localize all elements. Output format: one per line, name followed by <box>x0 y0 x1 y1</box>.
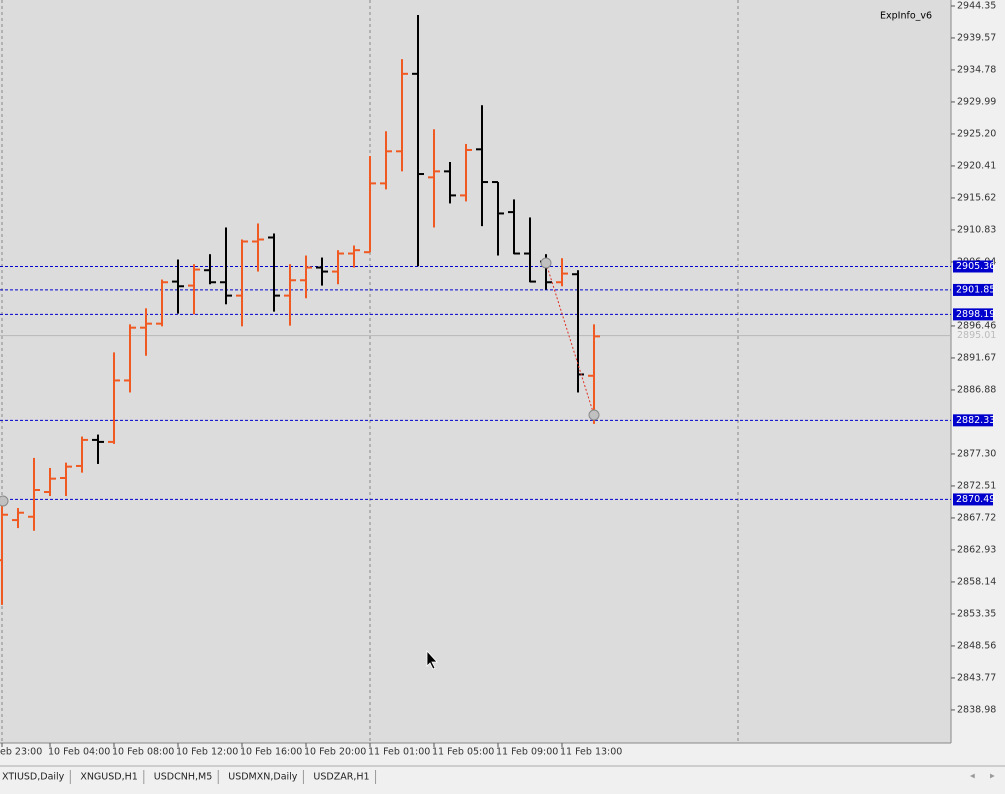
chart-tab[interactable]: USDZAR,H1 <box>313 772 369 783</box>
trade-marker <box>540 257 552 269</box>
scroll-right[interactable]: ▸ <box>990 771 995 782</box>
y-tick-label: 2872.51 <box>957 480 996 491</box>
y-tick-label: 2896.46 <box>957 320 996 331</box>
level-tag <box>953 260 993 273</box>
y-tick-label: 2858.14 <box>957 576 996 587</box>
y-tick-label: 2910.83 <box>957 224 996 235</box>
price-scale <box>951 0 1005 765</box>
level-label: 2905.36 <box>956 261 995 272</box>
y-tick-label: 2867.72 <box>957 512 996 523</box>
x-tick-label: 11 Feb 09:00 <box>496 747 558 758</box>
y-tick-label: 2929.99 <box>957 96 996 107</box>
y-tick-label: 2848.56 <box>957 640 996 651</box>
level-tag <box>953 493 993 506</box>
chart-tab[interactable]: XTIUSD,Daily <box>2 772 65 783</box>
x-tick-label: 10 Feb 04:00 <box>48 747 110 758</box>
level-label: 2901.85 <box>956 284 995 295</box>
trade-marker <box>588 409 600 421</box>
x-tick-label: 10 Feb 20:00 <box>304 747 366 758</box>
separators <box>1 0 739 743</box>
trade-line <box>545 262 595 416</box>
level-label: 2870.49 <box>956 494 995 505</box>
indicator-label: ExpInfo_v6 <box>880 11 932 22</box>
chart-area <box>0 0 951 743</box>
scroll-left[interactable]: ◂ <box>970 771 975 782</box>
x-tick-label: 10 Feb 12:00 <box>176 747 238 758</box>
y-tick-label: 2843.77 <box>957 672 996 683</box>
x-tick-label: 11 Feb 05:00 <box>432 747 494 758</box>
y-tick-label: 2925.20 <box>957 128 996 139</box>
trade-marker <box>0 495 9 507</box>
y-tick-label: 2886.88 <box>957 384 996 395</box>
chart-tab[interactable]: USDMXN,Daily <box>228 772 298 783</box>
bid-label: 2895.01 <box>957 330 996 341</box>
level-tag <box>953 414 993 427</box>
x-tick-label: 11 Feb 01:00 <box>368 747 430 758</box>
tab-bar <box>0 765 1005 790</box>
y-tick-label: 2862.93 <box>957 544 996 555</box>
y-tick-label: 2853.35 <box>957 608 996 619</box>
y-tick-label: 2838.98 <box>957 704 996 715</box>
y-tick-label: 2939.57 <box>957 32 996 43</box>
level-label: 2898.19 <box>956 309 995 320</box>
chart-tab[interactable]: USDCNH,M5 <box>154 772 212 783</box>
x-tick-label: eb 23:00 <box>0 747 42 758</box>
y-tick-label: 2944.35 <box>957 1 996 12</box>
chart-tab[interactable]: XNGUSD,H1 <box>80 772 137 783</box>
y-tick-label: 2934.78 <box>957 64 996 75</box>
mouse-cursor <box>426 649 438 670</box>
x-tick-label: 10 Feb 16:00 <box>240 747 302 758</box>
x-tick-label: 11 Feb 13:00 <box>560 747 622 758</box>
x-tick-label: 10 Feb 08:00 <box>112 747 174 758</box>
y-tick-label: 2915.62 <box>957 192 996 203</box>
level-tag <box>953 283 993 296</box>
level-label: 2882.33 <box>956 415 995 426</box>
y-tick-label: 2920.41 <box>957 160 996 171</box>
y-tick-label: 2891.67 <box>957 352 996 363</box>
y-tick-label: 2877.30 <box>957 448 996 459</box>
level-tag <box>953 308 993 321</box>
